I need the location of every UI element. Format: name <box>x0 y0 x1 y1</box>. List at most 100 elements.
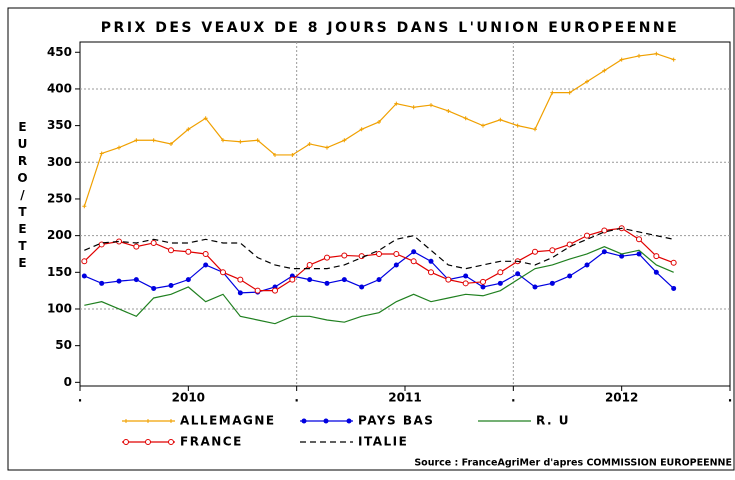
x-tick-label: 2010 <box>172 391 205 405</box>
plot-frame <box>79 41 731 387</box>
legend-label: FRANCE <box>180 435 243 449</box>
series-line <box>84 227 674 270</box>
data-point <box>515 271 521 277</box>
data-point <box>636 251 642 257</box>
data-point <box>671 285 677 291</box>
y-tick-label: 50 <box>55 338 72 352</box>
data-point <box>550 90 555 95</box>
data-point <box>480 278 486 285</box>
data-point <box>446 108 451 113</box>
data-point <box>671 57 676 62</box>
data-point <box>359 127 364 132</box>
data-point <box>619 57 624 62</box>
series-line <box>84 245 674 325</box>
data-point <box>150 239 157 246</box>
legend-marker <box>346 418 352 424</box>
data-point <box>273 152 277 157</box>
data-point <box>376 277 382 283</box>
x-tick-label: . <box>728 391 733 405</box>
data-point <box>168 247 174 254</box>
data-point <box>549 280 555 286</box>
legend-marker <box>146 419 150 423</box>
data-point <box>325 145 329 150</box>
data-point <box>585 79 589 84</box>
data-point <box>203 116 208 121</box>
data-point <box>532 248 538 255</box>
data-point <box>428 258 434 264</box>
x-tick-label: . <box>294 391 299 405</box>
data-point <box>168 283 174 289</box>
data-point <box>221 138 225 143</box>
outer-frame <box>7 7 735 471</box>
data-point <box>636 236 642 243</box>
data-point <box>185 277 191 283</box>
legend-marker <box>123 439 129 445</box>
y-tick-label: 150 <box>47 265 72 279</box>
legend-marker <box>301 418 307 424</box>
data-point <box>480 284 486 290</box>
data-point <box>532 284 538 290</box>
data-point <box>81 273 87 279</box>
source-note: Source : FranceAgriMer d'apres COMMISSIO… <box>414 458 732 469</box>
data-point <box>324 280 330 286</box>
data-point <box>117 145 121 150</box>
data-point <box>220 269 226 276</box>
legend-label: ALLEMAGNE <box>180 414 276 428</box>
data-point <box>306 261 313 268</box>
data-point <box>133 243 140 250</box>
legend-marker <box>168 439 174 445</box>
y-tick-label: 200 <box>47 228 72 242</box>
legend-marker <box>323 418 329 424</box>
legend-marker <box>145 439 151 445</box>
data-point <box>307 277 313 283</box>
data-point <box>653 253 660 260</box>
data-point <box>410 258 417 265</box>
data-point <box>255 138 260 143</box>
data-point <box>601 227 608 234</box>
data-point <box>116 278 122 284</box>
data-point <box>411 249 417 255</box>
data-point <box>203 262 209 268</box>
data-point <box>237 276 244 283</box>
data-point <box>151 138 156 143</box>
data-point <box>151 285 157 291</box>
data-point <box>238 139 243 144</box>
data-point <box>358 253 365 260</box>
data-point <box>376 250 382 257</box>
data-point <box>497 280 503 286</box>
data-point <box>82 204 87 209</box>
data-point <box>81 258 88 265</box>
y-tick-label: 400 <box>47 81 72 95</box>
data-point <box>428 269 434 276</box>
x-tick-label: 2012 <box>605 391 638 405</box>
y-tick-label: 300 <box>47 155 72 169</box>
series-line <box>83 53 674 207</box>
data-point <box>463 273 469 279</box>
data-point <box>601 249 607 255</box>
y-tick-label: 100 <box>47 301 72 315</box>
data-point <box>341 277 347 283</box>
data-point <box>393 250 400 257</box>
legend-label: ITALIE <box>358 435 408 449</box>
data-point <box>185 248 192 255</box>
x-tick-label: . <box>511 391 516 405</box>
data-point <box>567 273 573 279</box>
data-point <box>254 287 261 294</box>
x-tick-label: 2011 <box>388 391 421 405</box>
data-point <box>549 247 556 254</box>
data-point <box>99 280 105 286</box>
data-point <box>584 262 590 268</box>
data-point <box>342 138 347 143</box>
y-tick-label: 450 <box>47 45 72 59</box>
data-point <box>584 232 590 239</box>
legend-marker <box>169 419 173 423</box>
data-point <box>411 105 416 110</box>
legend-label: PAYS BAS <box>358 414 434 428</box>
y-tick-label: 250 <box>47 191 72 205</box>
data-point <box>237 290 243 296</box>
data-point <box>272 287 278 294</box>
data-point <box>324 254 330 261</box>
data-point <box>602 68 607 73</box>
data-point <box>533 127 537 132</box>
